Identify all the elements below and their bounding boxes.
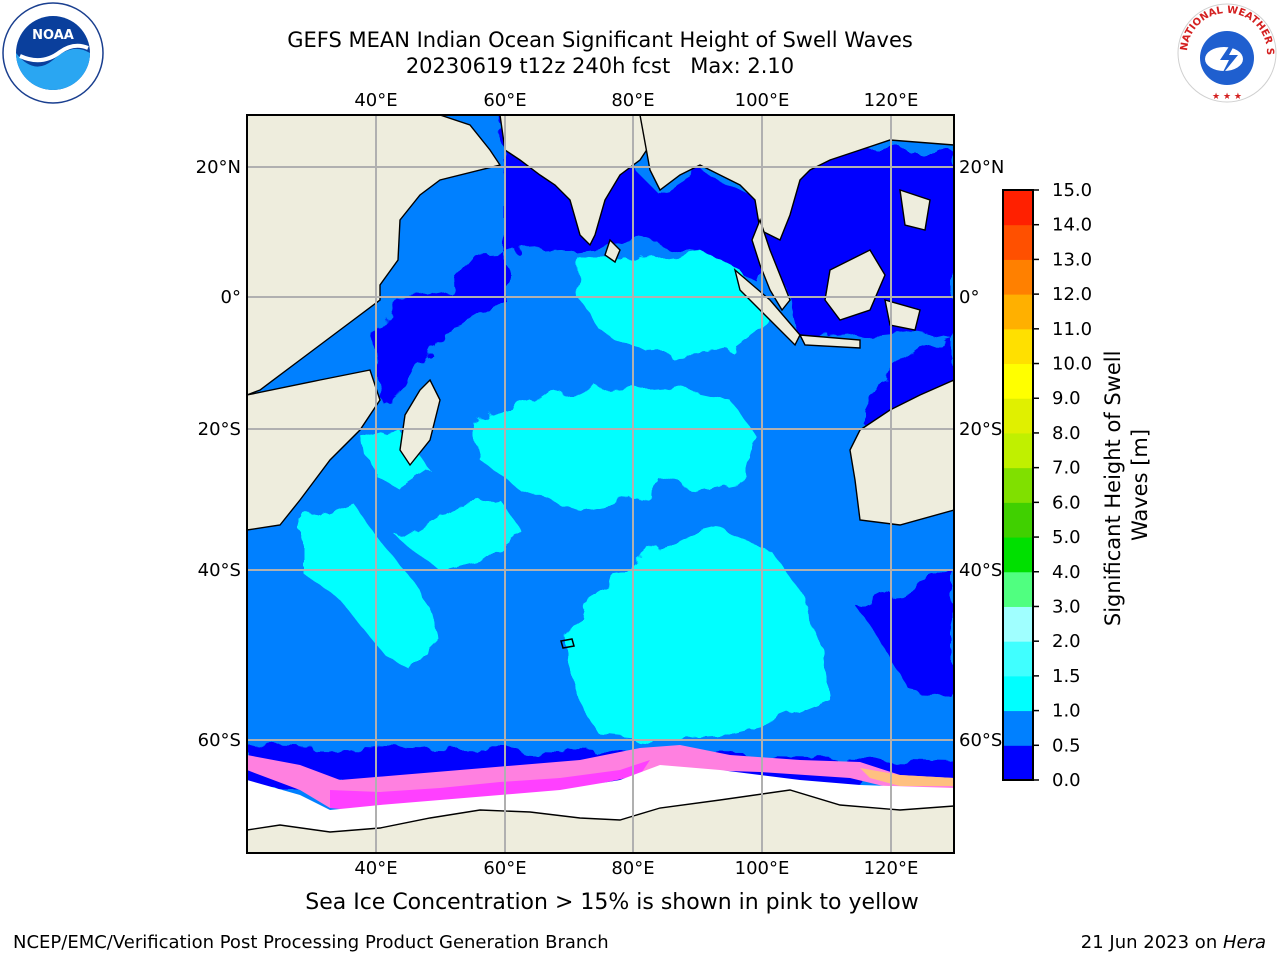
colorbar-tick-label: 2.0 bbox=[1052, 631, 1081, 652]
colorbar-tick-label: 10.0 bbox=[1052, 354, 1092, 375]
map-frame bbox=[246, 114, 955, 854]
lat-tick-left: 20°S bbox=[198, 419, 241, 440]
colorbar-segment bbox=[1003, 571, 1033, 607]
colorbar-segment bbox=[1003, 745, 1033, 781]
svg-text:★ ★ ★: ★ ★ ★ bbox=[1212, 92, 1242, 102]
lat-tick-right: 20°N bbox=[959, 157, 1004, 178]
lon-tick-top: 40°E bbox=[354, 90, 397, 111]
colorbar-tick-label: 14.0 bbox=[1052, 215, 1092, 236]
land-masses bbox=[247, 115, 954, 853]
colorbar-tick-label: 1.5 bbox=[1052, 666, 1081, 687]
lat-tick-right: 20°S bbox=[959, 419, 1002, 440]
colorbar-segment bbox=[1003, 641, 1033, 677]
colorbar-segment bbox=[1003, 502, 1033, 538]
lat-tick-left: 40°S bbox=[198, 560, 241, 581]
lon-labels-bottom: 40°E 60°E 80°E 100°E 120°E bbox=[354, 858, 918, 879]
colorbar-tick-label: 12.0 bbox=[1052, 284, 1092, 305]
colorbar-tick-label: 11.0 bbox=[1052, 319, 1092, 340]
map-area bbox=[247, 115, 954, 853]
colorbar-segment bbox=[1003, 224, 1033, 260]
footer-credit: NCEP/EMC/Verification Post Processing Pr… bbox=[13, 932, 609, 953]
sea-ice-note: Sea Ice Concentration > 15% is shown in … bbox=[305, 890, 919, 915]
colorbar-segment bbox=[1003, 467, 1033, 503]
colorbar-segment bbox=[1003, 606, 1033, 642]
lon-tick-top: 120°E bbox=[864, 90, 919, 111]
lon-tick-top: 60°E bbox=[483, 90, 526, 111]
colorbar-segment bbox=[1003, 259, 1033, 295]
colorbar-label: Significant Height of Swell Waves [m] bbox=[1101, 344, 1152, 626]
lon-tick-bottom: 80°E bbox=[611, 858, 654, 879]
lat-tick-right: 0° bbox=[959, 287, 979, 308]
lat-labels-left: 20°N 0° 20°S 40°S 60°S bbox=[196, 157, 241, 751]
graticule bbox=[247, 115, 954, 853]
lon-tick-bottom: 60°E bbox=[483, 858, 526, 879]
colorbar-segment bbox=[1003, 328, 1033, 365]
swell-1.0-1.5-regions bbox=[300, 250, 830, 740]
island-outline bbox=[560, 638, 575, 649]
colorbar-segment bbox=[1003, 432, 1033, 469]
lon-tick-bottom: 100°E bbox=[735, 858, 790, 879]
footer-host: Hera bbox=[1222, 932, 1266, 953]
lat-tick-right: 60°S bbox=[959, 730, 1002, 751]
national-weather-service-logo-icon: NATIONAL WEATHER SERVICE ★ ★ ★ bbox=[1172, 0, 1278, 104]
colorbar-segment bbox=[1003, 675, 1033, 712]
colorbar-tick-label: 13.0 bbox=[1052, 249, 1092, 270]
lon-tick-top: 100°E bbox=[735, 90, 790, 111]
lat-tick-left: 20°N bbox=[196, 157, 241, 178]
colorbar-tick-label: 4.0 bbox=[1052, 562, 1081, 583]
map-title: GEFS MEAN Indian Ocean Significant Heigh… bbox=[287, 28, 913, 52]
footer-date-text: 21 Jun 2023 on bbox=[1080, 932, 1223, 953]
colorbar-tick-label: 3.0 bbox=[1052, 596, 1081, 617]
colorbar-tick-label: 15.0 bbox=[1052, 180, 1092, 201]
colorbar-tick-label: 8.0 bbox=[1052, 423, 1081, 444]
lon-tick-bottom: 120°E bbox=[864, 858, 919, 879]
lon-labels-top: 40°E 60°E 80°E 100°E 120°E bbox=[354, 90, 918, 111]
colorbar-segment bbox=[1003, 363, 1033, 399]
colorbar-tick-label: 1.0 bbox=[1052, 701, 1081, 722]
lat-tick-right: 40°S bbox=[959, 560, 1002, 581]
colorbar-frame bbox=[1002, 189, 1034, 781]
colorbar-tick-label: 9.0 bbox=[1052, 388, 1081, 409]
colorbar-segment bbox=[1003, 294, 1033, 330]
footer-date: 21 Jun 2023 on Hera bbox=[1081, 932, 1266, 953]
colorbar-segment bbox=[1003, 710, 1033, 746]
noaa-logo-icon: NOAA bbox=[2, 2, 104, 104]
lon-tick-bottom: 40°E bbox=[354, 858, 397, 879]
lon-tick-top: 80°E bbox=[611, 90, 654, 111]
noaa-logo-text: NOAA bbox=[32, 28, 74, 43]
colorbar-segment bbox=[1003, 398, 1033, 434]
colorbar-segment bbox=[1003, 537, 1033, 573]
colorbar-segment bbox=[1003, 190, 1033, 226]
colorbar-tick-label: 0.5 bbox=[1052, 735, 1081, 756]
colorbar-tick-label: 5.0 bbox=[1052, 527, 1081, 548]
lat-tick-left: 60°S bbox=[198, 730, 241, 751]
lat-tick-left: 0° bbox=[221, 287, 241, 308]
map-subtitle: 20230619 t12z 240h fcst Max: 2.10 bbox=[405, 54, 795, 78]
lat-labels-right: 20°N 0° 20°S 40°S 60°S bbox=[959, 157, 1004, 751]
colorbar-tick-label: 7.0 bbox=[1052, 458, 1081, 479]
colorbar-tick-label: 6.0 bbox=[1052, 492, 1081, 513]
colorbar: 0.0 0.5 1.0 1.5 2.0 3.0 4.0 5.0 6.0 7.0 8.0 9.0 10.0… bbox=[1002, 180, 1092, 791]
colorbar-tick-label: 0.0 bbox=[1052, 770, 1081, 791]
